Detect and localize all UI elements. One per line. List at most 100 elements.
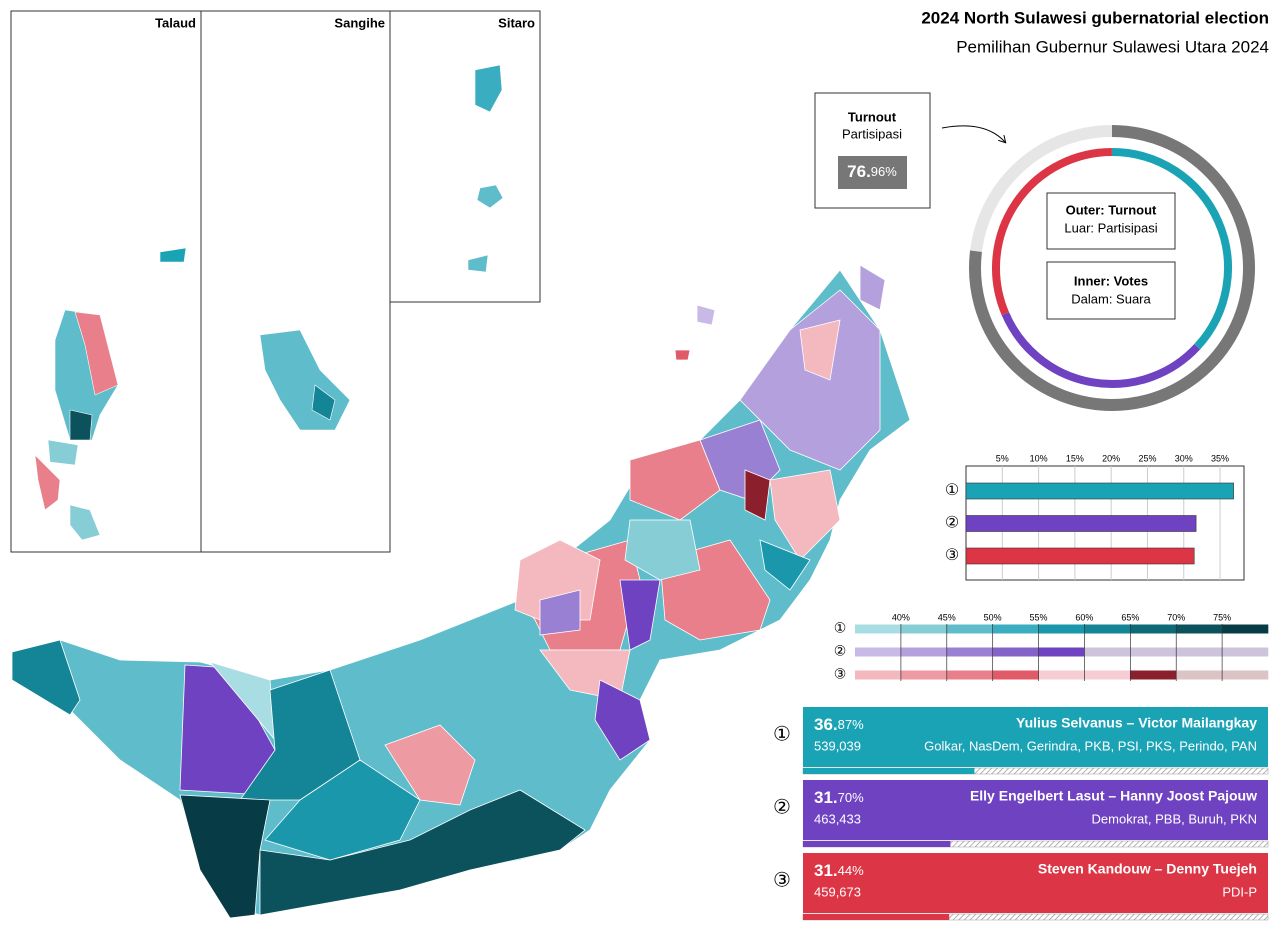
- scale-bin: [1176, 670, 1223, 680]
- x-tick-label: 5%: [996, 453, 1009, 463]
- scale-bin: [1038, 647, 1085, 657]
- turnout-label: Turnout: [848, 109, 897, 124]
- candidate-number: ①: [773, 723, 791, 745]
- candidate-card: [803, 707, 1268, 767]
- x-tick-label: 70%: [1167, 612, 1185, 622]
- legend-outer-sub: Luar: Partisipasi: [1064, 220, 1157, 235]
- bar: [965, 482, 1234, 500]
- candidate-names: Elly Engelbert Lasut – Hanny Joost Pajou…: [970, 788, 1257, 804]
- percent-whole: 31.: [814, 788, 838, 807]
- turnout-badge: [838, 156, 907, 189]
- legend-inner-sub: Dalam: Suara: [1071, 291, 1151, 306]
- x-tick-label: 40%: [892, 612, 910, 622]
- category-label: ③: [945, 547, 959, 564]
- share-bar: [803, 914, 950, 920]
- vote-arc: [992, 148, 1112, 316]
- scale-bin: [1038, 624, 1085, 634]
- share-bar: [803, 841, 951, 847]
- inset-label: Sangihe: [334, 15, 385, 30]
- candidate-parties: Demokrat, PBB, Buruh, PKN: [1092, 811, 1257, 826]
- scale-bin: [946, 670, 993, 680]
- x-tick-label: 25%: [1138, 453, 1156, 463]
- bar: [965, 515, 1197, 532]
- scale-bin: [1176, 647, 1223, 657]
- scale-bin: [1130, 647, 1177, 657]
- x-tick-label: 20%: [1102, 453, 1120, 463]
- legend-inner: Inner: Votes: [1074, 273, 1148, 288]
- subtitle: Pemilihan Gubernur Sulawesi Utara 2024: [956, 37, 1269, 56]
- scale-bin: [855, 670, 902, 680]
- candidate-parties: Golkar, NasDem, Gerindra, PKB, PSI, PKS,…: [924, 738, 1257, 753]
- scale-bin: [946, 647, 993, 657]
- inset-islands: [34, 64, 504, 541]
- legend-box: [1046, 192, 1176, 250]
- inset-label: Sitaro: [498, 15, 535, 30]
- category-label: ①: [945, 482, 959, 499]
- legend-outer: Outer: Turnout: [1066, 202, 1157, 217]
- scale-bin: [855, 624, 902, 634]
- percent-fraction: 87%: [838, 717, 864, 732]
- x-tick-label: 65%: [1121, 612, 1139, 622]
- scale-bin: [1130, 624, 1177, 634]
- category-label: ③: [834, 666, 847, 682]
- turnout-whole: 76.: [847, 162, 871, 181]
- category-label: ②: [834, 643, 847, 659]
- category-label: ②: [945, 515, 959, 532]
- scale-bin: [900, 624, 948, 634]
- x-tick-label: 35%: [1211, 453, 1229, 463]
- x-tick-label: 10%: [1030, 453, 1048, 463]
- candidate-names: Yulius Selvanus – Victor Mailangkay: [1016, 715, 1257, 731]
- percent-whole: 36.: [814, 715, 838, 734]
- percent-whole: 31.: [814, 861, 838, 880]
- x-tick-label: 45%: [938, 612, 956, 622]
- title: 2024 North Sulawesi gubernatorial electi…: [921, 8, 1269, 27]
- turnout-sublabel: Partisipasi: [842, 126, 902, 141]
- scale-bin: [1222, 647, 1269, 657]
- map: [11, 264, 911, 919]
- candidate-card: [803, 853, 1268, 913]
- x-tick-label: 50%: [984, 612, 1002, 622]
- vote-arc: [1111, 148, 1232, 350]
- candidate-votes: 459,673: [814, 884, 861, 899]
- candidate-names: Steven Kandouw – Denny Tuejeh: [1038, 861, 1257, 877]
- inset-frame: [389, 10, 541, 303]
- scale-bin: [855, 647, 902, 657]
- candidate-parties: PDI-P: [1222, 884, 1257, 899]
- arrow: [941, 125, 1005, 142]
- scale-bin: [992, 647, 1039, 657]
- candidate-percent: 36.87%: [814, 715, 864, 734]
- scale-bin: [1038, 670, 1085, 680]
- x-tick-label: 75%: [1213, 612, 1231, 622]
- scale-bin: [1084, 647, 1131, 657]
- turnout-rest: [970, 125, 1113, 252]
- share-bar: [803, 768, 975, 774]
- candidate-percent: 31.44%: [814, 861, 864, 880]
- x-tick-label: 30%: [1175, 453, 1193, 463]
- scale-bin: [900, 670, 948, 680]
- scale-bin: [1084, 624, 1131, 634]
- inset-label: Talaud: [155, 15, 196, 30]
- turnout-fraction: 96%: [871, 164, 897, 179]
- inset-frame: [200, 10, 391, 553]
- x-tick-label: 60%: [1075, 612, 1093, 622]
- vote-arc: [1001, 312, 1201, 388]
- scale-bin: [1130, 670, 1177, 680]
- scale-bin: [992, 670, 1039, 680]
- bar: [965, 547, 1195, 565]
- x-tick-label: 55%: [1030, 612, 1048, 622]
- scale-bin: [1176, 624, 1223, 634]
- candidate-percent: 31.70%: [814, 788, 864, 807]
- insets: [10, 10, 541, 553]
- scale-bin: [900, 647, 948, 657]
- scale-bin: [1084, 670, 1131, 680]
- candidate-card: [803, 780, 1268, 840]
- candidate-number: ②: [773, 796, 791, 818]
- turnout-value: 76.96%: [847, 162, 897, 181]
- turnout-arc: [969, 125, 1255, 411]
- percent-fraction: 44%: [838, 863, 864, 878]
- scale-bin: [992, 624, 1039, 634]
- legend-box: [1046, 261, 1176, 320]
- candidate-number: ③: [773, 869, 791, 891]
- x-tick-label: 15%: [1066, 453, 1084, 463]
